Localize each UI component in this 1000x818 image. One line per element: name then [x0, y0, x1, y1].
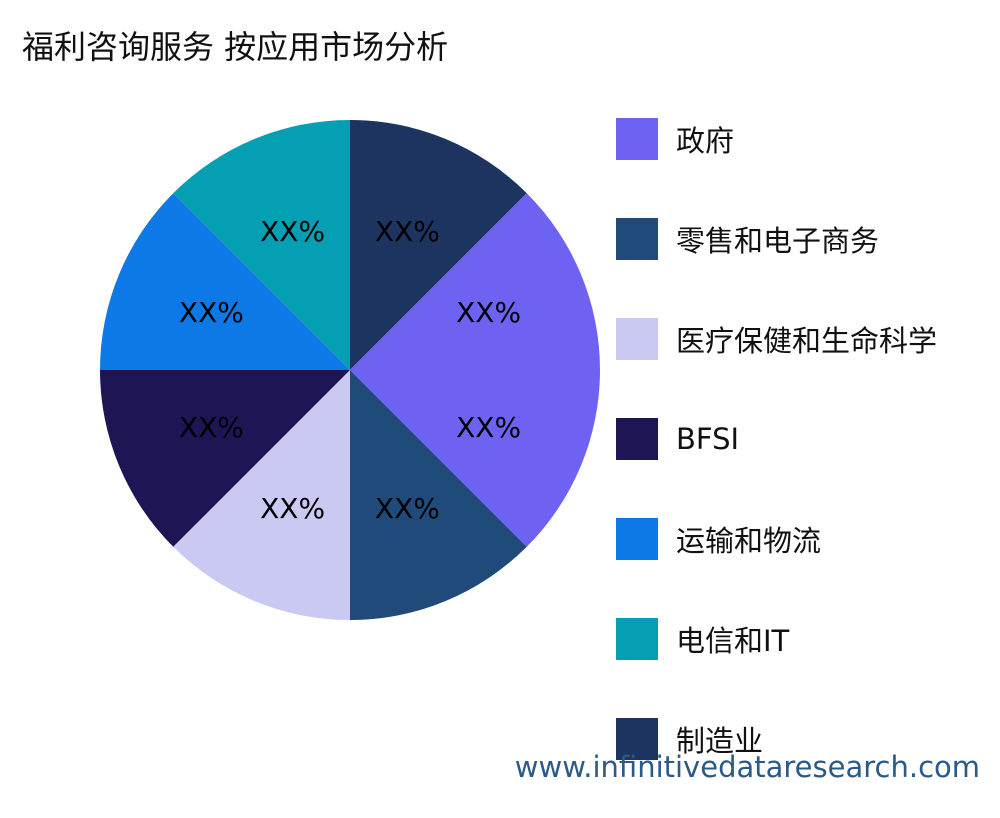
- legend-item-5: 电信和IT: [616, 618, 937, 660]
- pie-slice-label-1-1: XX%: [456, 411, 521, 444]
- legend-item-1: 零售和电子商务: [616, 218, 937, 260]
- legend-label: BFSI: [676, 422, 740, 456]
- pie-slice-1: [350, 193, 600, 547]
- legend-swatch: [616, 318, 658, 360]
- pie-slice-3: [173, 370, 350, 620]
- pie-slice-2: [350, 370, 527, 620]
- legend-item-3: BFSI: [616, 418, 937, 460]
- pie-slice-5: [100, 193, 350, 370]
- legend-label: 制造业: [676, 724, 764, 758]
- pie-slice-label-3: XX%: [260, 492, 325, 525]
- pie-slice-4: [100, 370, 350, 547]
- watermark-url: www.infinitivedataresearch.com: [514, 750, 980, 784]
- chart-legend: 政府零售和电子商务医疗保健和生命科学 BFSI 运输和物流电信和IT 制造业: [616, 118, 937, 818]
- legend-swatch: [616, 218, 658, 260]
- legend-label: 运输和物流: [676, 524, 822, 558]
- legend-label: 零售和电子商务: [676, 224, 880, 258]
- legend-label: 政府: [676, 124, 735, 158]
- pie-slice-label-5: XX%: [179, 296, 244, 329]
- legend-item-4: 运输和物流: [616, 518, 937, 560]
- legend-swatch: [616, 618, 658, 660]
- legend-swatch: [616, 518, 658, 560]
- pie-slice-label-0: XX%: [375, 215, 440, 248]
- legend-label: 医疗保健和生命科学: [676, 324, 938, 358]
- pie-slice-label-4: XX%: [179, 411, 244, 444]
- legend-swatch: [616, 418, 658, 460]
- pie-slice-label-1-0: XX%: [456, 296, 521, 329]
- pie-slice-label-2: XX%: [375, 492, 440, 525]
- pie-slice-0: [350, 120, 527, 370]
- chart-title: 福利咨询服务 按应用市场分析: [22, 28, 449, 66]
- pie-slice-label-6: XX%: [260, 215, 325, 248]
- pie-slice-6: [173, 120, 350, 370]
- pie-chart: XX% XX% XX% XX% XX% XX% XX% XX%: [100, 120, 600, 620]
- legend-item-0: 政府: [616, 118, 937, 160]
- legend-swatch: [616, 718, 658, 760]
- legend-label: 电信和IT: [676, 624, 790, 658]
- legend-item-6: 制造业: [616, 718, 937, 760]
- legend-item-2: 医疗保健和生命科学: [616, 318, 937, 360]
- legend-swatch: [616, 118, 658, 160]
